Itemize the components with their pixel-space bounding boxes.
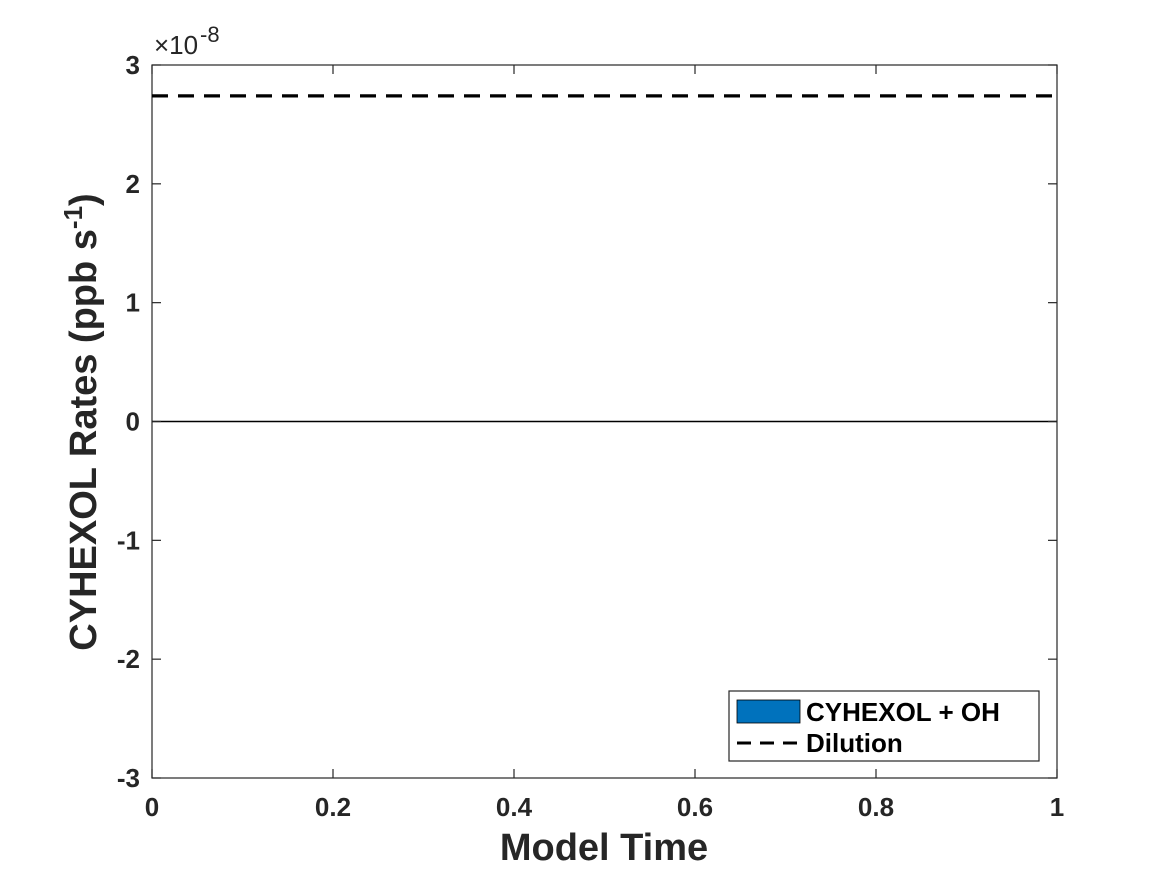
y-tick-label: -1 [117,525,140,555]
y-axis-title-tail: ) [63,193,105,206]
x-tick-label: 0.8 [858,792,894,822]
y-tick-label: -2 [117,644,140,674]
y-tick-label: 2 [126,169,140,199]
y-exponent-label: ×10 -8 [154,22,220,60]
series-layer [152,94,1057,423]
x-axis-title: Model Time [500,827,708,869]
x-tick-label: 0.4 [496,792,533,822]
x-tick-label: 0.6 [677,792,713,822]
x-tick-label: 0.2 [315,792,351,822]
svg-text:CYHEXOL Rates (ppb s-1): CYHEXOL Rates (ppb s-1) [58,193,105,650]
legend-swatch-cyhexol-oh [736,699,801,724]
y-axis-title-group: CYHEXOL Rates (ppb s-1) [58,193,105,650]
legend-label-dilution: Dilution [806,728,903,758]
tick-layer: 0 0.2 0.4 0.6 0.8 1 -3 -2 -1 0 1 2 3 [117,50,1064,822]
y-exponent-base: ×10 [154,30,198,60]
y-axis-title-superscript: -1 [58,206,88,229]
x-tick-label: 0 [145,792,159,822]
x-tick-label: 1 [1050,792,1064,822]
y-tick-label: 0 [126,407,140,437]
y-exponent-power: -8 [200,22,220,47]
y-axis-title: CYHEXOL Rates (ppb s [63,229,105,651]
legend: CYHEXOL + OH Dilution [728,690,1040,762]
y-tick-label: 3 [126,50,140,80]
legend-label-cyhexol-oh: CYHEXOL + OH [806,697,1000,727]
y-tick-label: -3 [117,763,140,793]
y-tick-label: 1 [126,288,140,318]
